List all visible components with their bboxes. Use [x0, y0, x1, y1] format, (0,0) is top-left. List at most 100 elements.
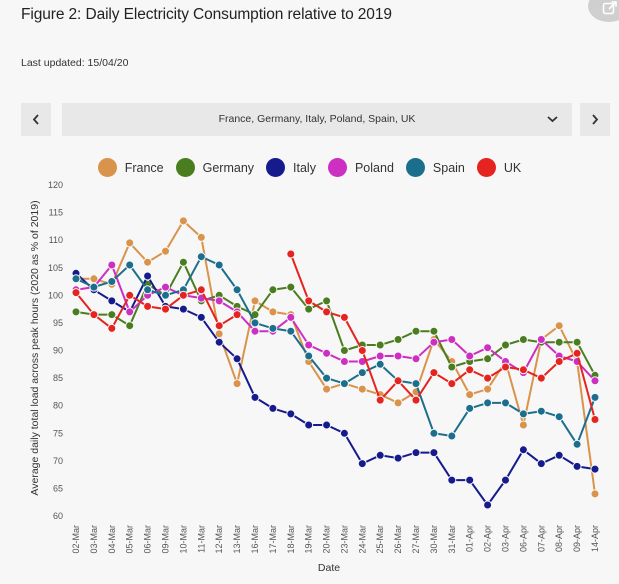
data-point[interactable]: [518, 335, 528, 344]
data-point[interactable]: [483, 500, 493, 510]
data-point[interactable]: [339, 357, 349, 366]
legend-item-spain[interactable]: Spain: [405, 158, 465, 177]
data-point[interactable]: [161, 290, 170, 300]
data-point[interactable]: [447, 431, 457, 441]
data-point[interactable]: [71, 307, 81, 317]
data-point[interactable]: [572, 337, 582, 347]
data-point[interactable]: [429, 337, 439, 347]
data-point[interactable]: [125, 321, 135, 331]
previous-button[interactable]: [21, 103, 51, 136]
data-point[interactable]: [411, 395, 421, 405]
data-point[interactable]: [125, 260, 135, 270]
data-point[interactable]: [143, 257, 153, 267]
data-point[interactable]: [196, 312, 206, 322]
data-point[interactable]: [465, 351, 475, 361]
data-point[interactable]: [178, 304, 188, 314]
data-point[interactable]: [107, 323, 117, 333]
data-point[interactable]: [572, 461, 582, 471]
data-point[interactable]: [268, 403, 278, 413]
data-point[interactable]: [518, 420, 528, 430]
data-point[interactable]: [250, 318, 260, 328]
data-point[interactable]: [178, 216, 188, 226]
data-point[interactable]: [339, 312, 349, 322]
legend-item-poland[interactable]: Poland: [327, 158, 394, 177]
data-point[interactable]: [268, 323, 278, 333]
data-point[interactable]: [447, 475, 457, 485]
data-point[interactable]: [572, 348, 582, 358]
data-point[interactable]: [465, 403, 475, 413]
data-point[interactable]: [375, 359, 385, 369]
data-point[interactable]: [250, 392, 260, 402]
data-point[interactable]: [286, 409, 296, 419]
data-point[interactable]: [554, 337, 564, 347]
data-point[interactable]: [590, 376, 600, 386]
data-point[interactable]: [232, 354, 242, 364]
data-point[interactable]: [71, 288, 81, 298]
data-point[interactable]: [89, 274, 99, 284]
data-point[interactable]: [590, 464, 600, 474]
data-point[interactable]: [393, 453, 403, 463]
data-point[interactable]: [196, 232, 206, 242]
data-point[interactable]: [286, 249, 296, 259]
data-point[interactable]: [107, 296, 117, 306]
data-point[interactable]: [214, 321, 224, 331]
data-point[interactable]: [393, 335, 403, 344]
data-point[interactable]: [250, 296, 260, 306]
data-point[interactable]: [411, 354, 421, 364]
data-point[interactable]: [411, 448, 421, 458]
data-point[interactable]: [554, 321, 564, 331]
data-point[interactable]: [590, 415, 600, 424]
data-point[interactable]: [322, 420, 332, 430]
data-point[interactable]: [339, 428, 349, 438]
data-point[interactable]: [501, 475, 510, 485]
data-point[interactable]: [268, 285, 278, 295]
data-point[interactable]: [554, 450, 564, 460]
data-point[interactable]: [465, 475, 475, 485]
data-point[interactable]: [429, 428, 439, 438]
data-point[interactable]: [304, 340, 314, 350]
data-point[interactable]: [286, 326, 296, 336]
data-point[interactable]: [393, 351, 403, 361]
data-point[interactable]: [268, 307, 278, 317]
data-point[interactable]: [375, 450, 385, 460]
data-point[interactable]: [590, 489, 600, 499]
data-point[interactable]: [357, 368, 367, 378]
data-point[interactable]: [232, 310, 242, 320]
data-point[interactable]: [536, 459, 546, 469]
country-selector[interactable]: France, Germany, Italy, Poland, Spain, U…: [62, 103, 572, 136]
data-point[interactable]: [357, 346, 367, 355]
data-point[interactable]: [125, 307, 135, 317]
data-point[interactable]: [232, 379, 242, 389]
data-point[interactable]: [429, 368, 439, 378]
data-point[interactable]: [554, 357, 564, 366]
data-point[interactable]: [143, 285, 153, 295]
data-point[interactable]: [483, 354, 493, 364]
data-point[interactable]: [196, 252, 206, 262]
data-point[interactable]: [501, 398, 510, 408]
data-point[interactable]: [89, 310, 99, 320]
next-button[interactable]: [580, 103, 610, 136]
data-point[interactable]: [375, 340, 385, 350]
export-button[interactable]: [588, 0, 619, 22]
data-point[interactable]: [429, 448, 439, 458]
data-point[interactable]: [322, 384, 332, 394]
data-point[interactable]: [572, 439, 582, 449]
data-point[interactable]: [339, 346, 349, 355]
data-point[interactable]: [161, 246, 170, 256]
data-point[interactable]: [501, 362, 510, 372]
data-point[interactable]: [89, 282, 99, 292]
data-point[interactable]: [357, 459, 367, 469]
data-point[interactable]: [304, 296, 314, 306]
data-point[interactable]: [178, 290, 188, 300]
data-point[interactable]: [447, 362, 457, 372]
data-point[interactable]: [214, 296, 224, 306]
data-point[interactable]: [501, 340, 510, 350]
data-point[interactable]: [411, 379, 421, 389]
data-point[interactable]: [178, 257, 188, 267]
data-point[interactable]: [465, 365, 475, 375]
data-point[interactable]: [483, 384, 493, 394]
data-point[interactable]: [375, 395, 385, 405]
data-point[interactable]: [339, 379, 349, 389]
data-point[interactable]: [250, 326, 260, 336]
data-point[interactable]: [375, 351, 385, 361]
